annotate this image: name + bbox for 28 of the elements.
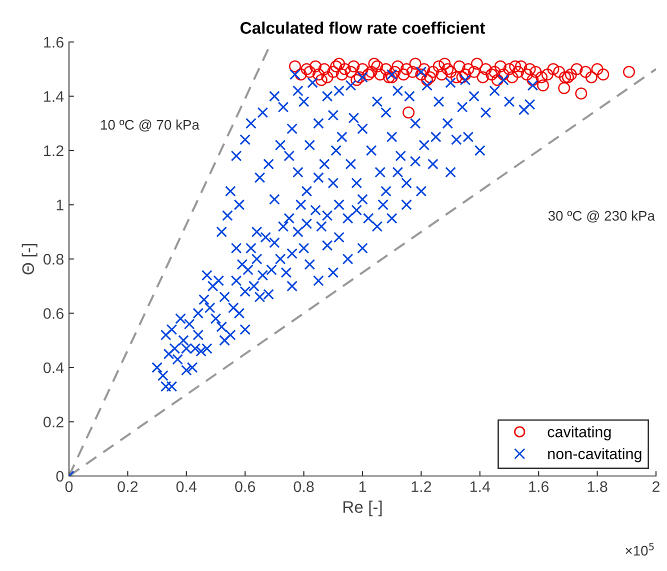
y-tick-label: 1 bbox=[56, 200, 64, 210]
chart-title: Calculated flow rate coefficient bbox=[240, 22, 486, 34]
legend-label: cavitating bbox=[548, 426, 611, 440]
x-tick-label: 0.8 bbox=[294, 481, 314, 492]
x-tick-label: 1.8 bbox=[588, 481, 608, 492]
annotation: 10 ºC @ 70 kPa bbox=[101, 120, 200, 132]
annotation: 30 ºC @ 230 kPa bbox=[548, 210, 656, 223]
x-tick-label: 1.2 bbox=[412, 481, 432, 492]
y-tick-label: 1.6 bbox=[44, 36, 64, 48]
x-tick-label: 1 bbox=[359, 481, 366, 492]
y-tick-label: 0.4 bbox=[44, 362, 64, 374]
y-tick-label: 0 bbox=[56, 470, 64, 482]
x-tick-label: 1.4 bbox=[470, 481, 490, 492]
x-tick-label: 0.2 bbox=[118, 481, 138, 492]
y-tick-label: 0.2 bbox=[44, 416, 64, 428]
x-tick-label: 1.6 bbox=[529, 481, 549, 492]
x-tick-label: 0 bbox=[65, 481, 73, 492]
y-tick-label: 1.2 bbox=[44, 145, 64, 156]
x-tick-label: 0.6 bbox=[235, 481, 256, 492]
legend-label: non-cavitating bbox=[548, 448, 642, 462]
y-tick-label: 0.8 bbox=[44, 254, 64, 265]
y-tick-label: 0.6 bbox=[44, 308, 64, 319]
y-tick-label: 1.4 bbox=[44, 91, 64, 102]
text: ×10$^{5}$ bbox=[626, 543, 654, 556]
x-axis-title: Re [-] bbox=[343, 500, 382, 516]
y-axis-title: Θ [-] bbox=[22, 244, 38, 274]
x-tick-label: 2 bbox=[652, 481, 660, 492]
x-tick-label: 0.4 bbox=[176, 481, 197, 492]
